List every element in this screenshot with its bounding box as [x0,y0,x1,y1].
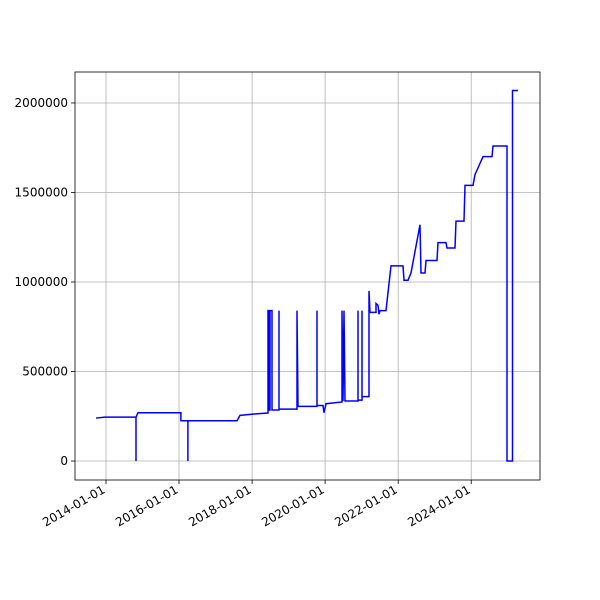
y-tick-label: 1500000 [15,185,68,199]
y-tick-label: 1000000 [15,275,68,289]
y-tick-label: 500000 [22,365,68,379]
x-tick-label: 2020-01-01 [259,482,326,529]
plot-frame [74,71,541,481]
x-tick-label: 2014-01-01 [40,482,107,529]
x-tick-label: 2016-01-01 [113,482,180,529]
x-tick-label: 2018-01-01 [186,482,253,529]
y-tick-label: 2000000 [15,96,68,110]
data-line [95,89,518,462]
x-tick-label: 2022-01-01 [332,482,399,529]
y-tick-label: 0 [60,454,68,468]
x-tick-label: 2024-01-01 [405,482,472,529]
